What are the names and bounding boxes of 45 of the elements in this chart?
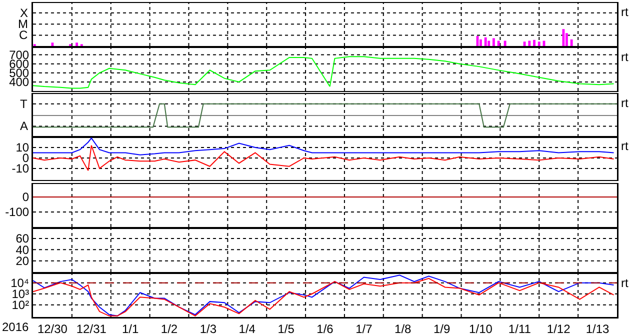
x-tick-label: 1/12 [546,322,571,334]
text: X [20,6,28,20]
line-series [33,144,614,172]
bar [484,37,487,46]
bar [533,40,536,46]
line-series [33,56,614,89]
y-tick-label: 20 [16,254,30,268]
y-tick-label: 0 [22,190,30,204]
bar [570,39,573,46]
x-tick-label: 1/8 [394,322,412,334]
x-tick-label: 1/6 [316,322,334,334]
line-series [33,138,614,156]
x-tick-label: 12/30 [37,322,68,334]
text: C [19,28,28,42]
x-tick-label: 1/11 [508,322,532,334]
text: rt [621,276,629,290]
x-tick-label: 1/3 [200,322,217,334]
bar [528,40,531,46]
x-tick-label: 1/1 [122,322,139,334]
text: rt [621,139,629,153]
x-tick-label: 1/7 [356,322,373,334]
bar [76,42,78,46]
text: rt [621,50,629,64]
text: A [20,119,28,133]
bar [523,42,526,46]
bar [480,39,482,46]
x-tick-label: 1/10 [469,322,493,334]
text: T [20,97,28,111]
text: rt [621,96,629,110]
bar [504,40,506,46]
text: M [18,17,28,31]
bar [497,40,500,46]
x-tick-label: 1/2 [160,322,178,334]
x-tick-label: 12/31 [76,322,107,334]
bar [488,40,490,46]
x-tick-label: 1/5 [278,322,295,334]
x-tick-label: 1/4 [238,322,256,334]
x-tick-label: 1/9 [433,322,450,334]
text: rt [621,5,629,19]
bar [492,38,495,46]
bar [565,33,568,46]
x-axis-title: 2016 [2,320,30,334]
x-tick-label: 1/13 [586,322,610,334]
bar [538,42,540,46]
y-tick-label: -100 [5,205,30,220]
